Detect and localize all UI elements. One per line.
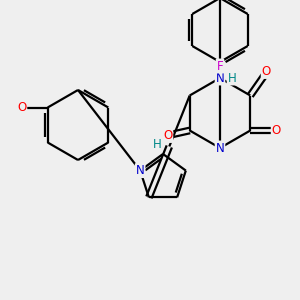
Text: H: H	[228, 71, 236, 85]
Text: O: O	[272, 124, 281, 137]
Text: F: F	[217, 59, 223, 73]
Text: O: O	[163, 129, 172, 142]
Text: H: H	[153, 138, 162, 151]
Text: O: O	[262, 65, 271, 78]
Text: O: O	[17, 101, 26, 114]
Text: N: N	[216, 71, 224, 85]
Text: N: N	[136, 164, 145, 177]
Text: N: N	[216, 142, 224, 154]
